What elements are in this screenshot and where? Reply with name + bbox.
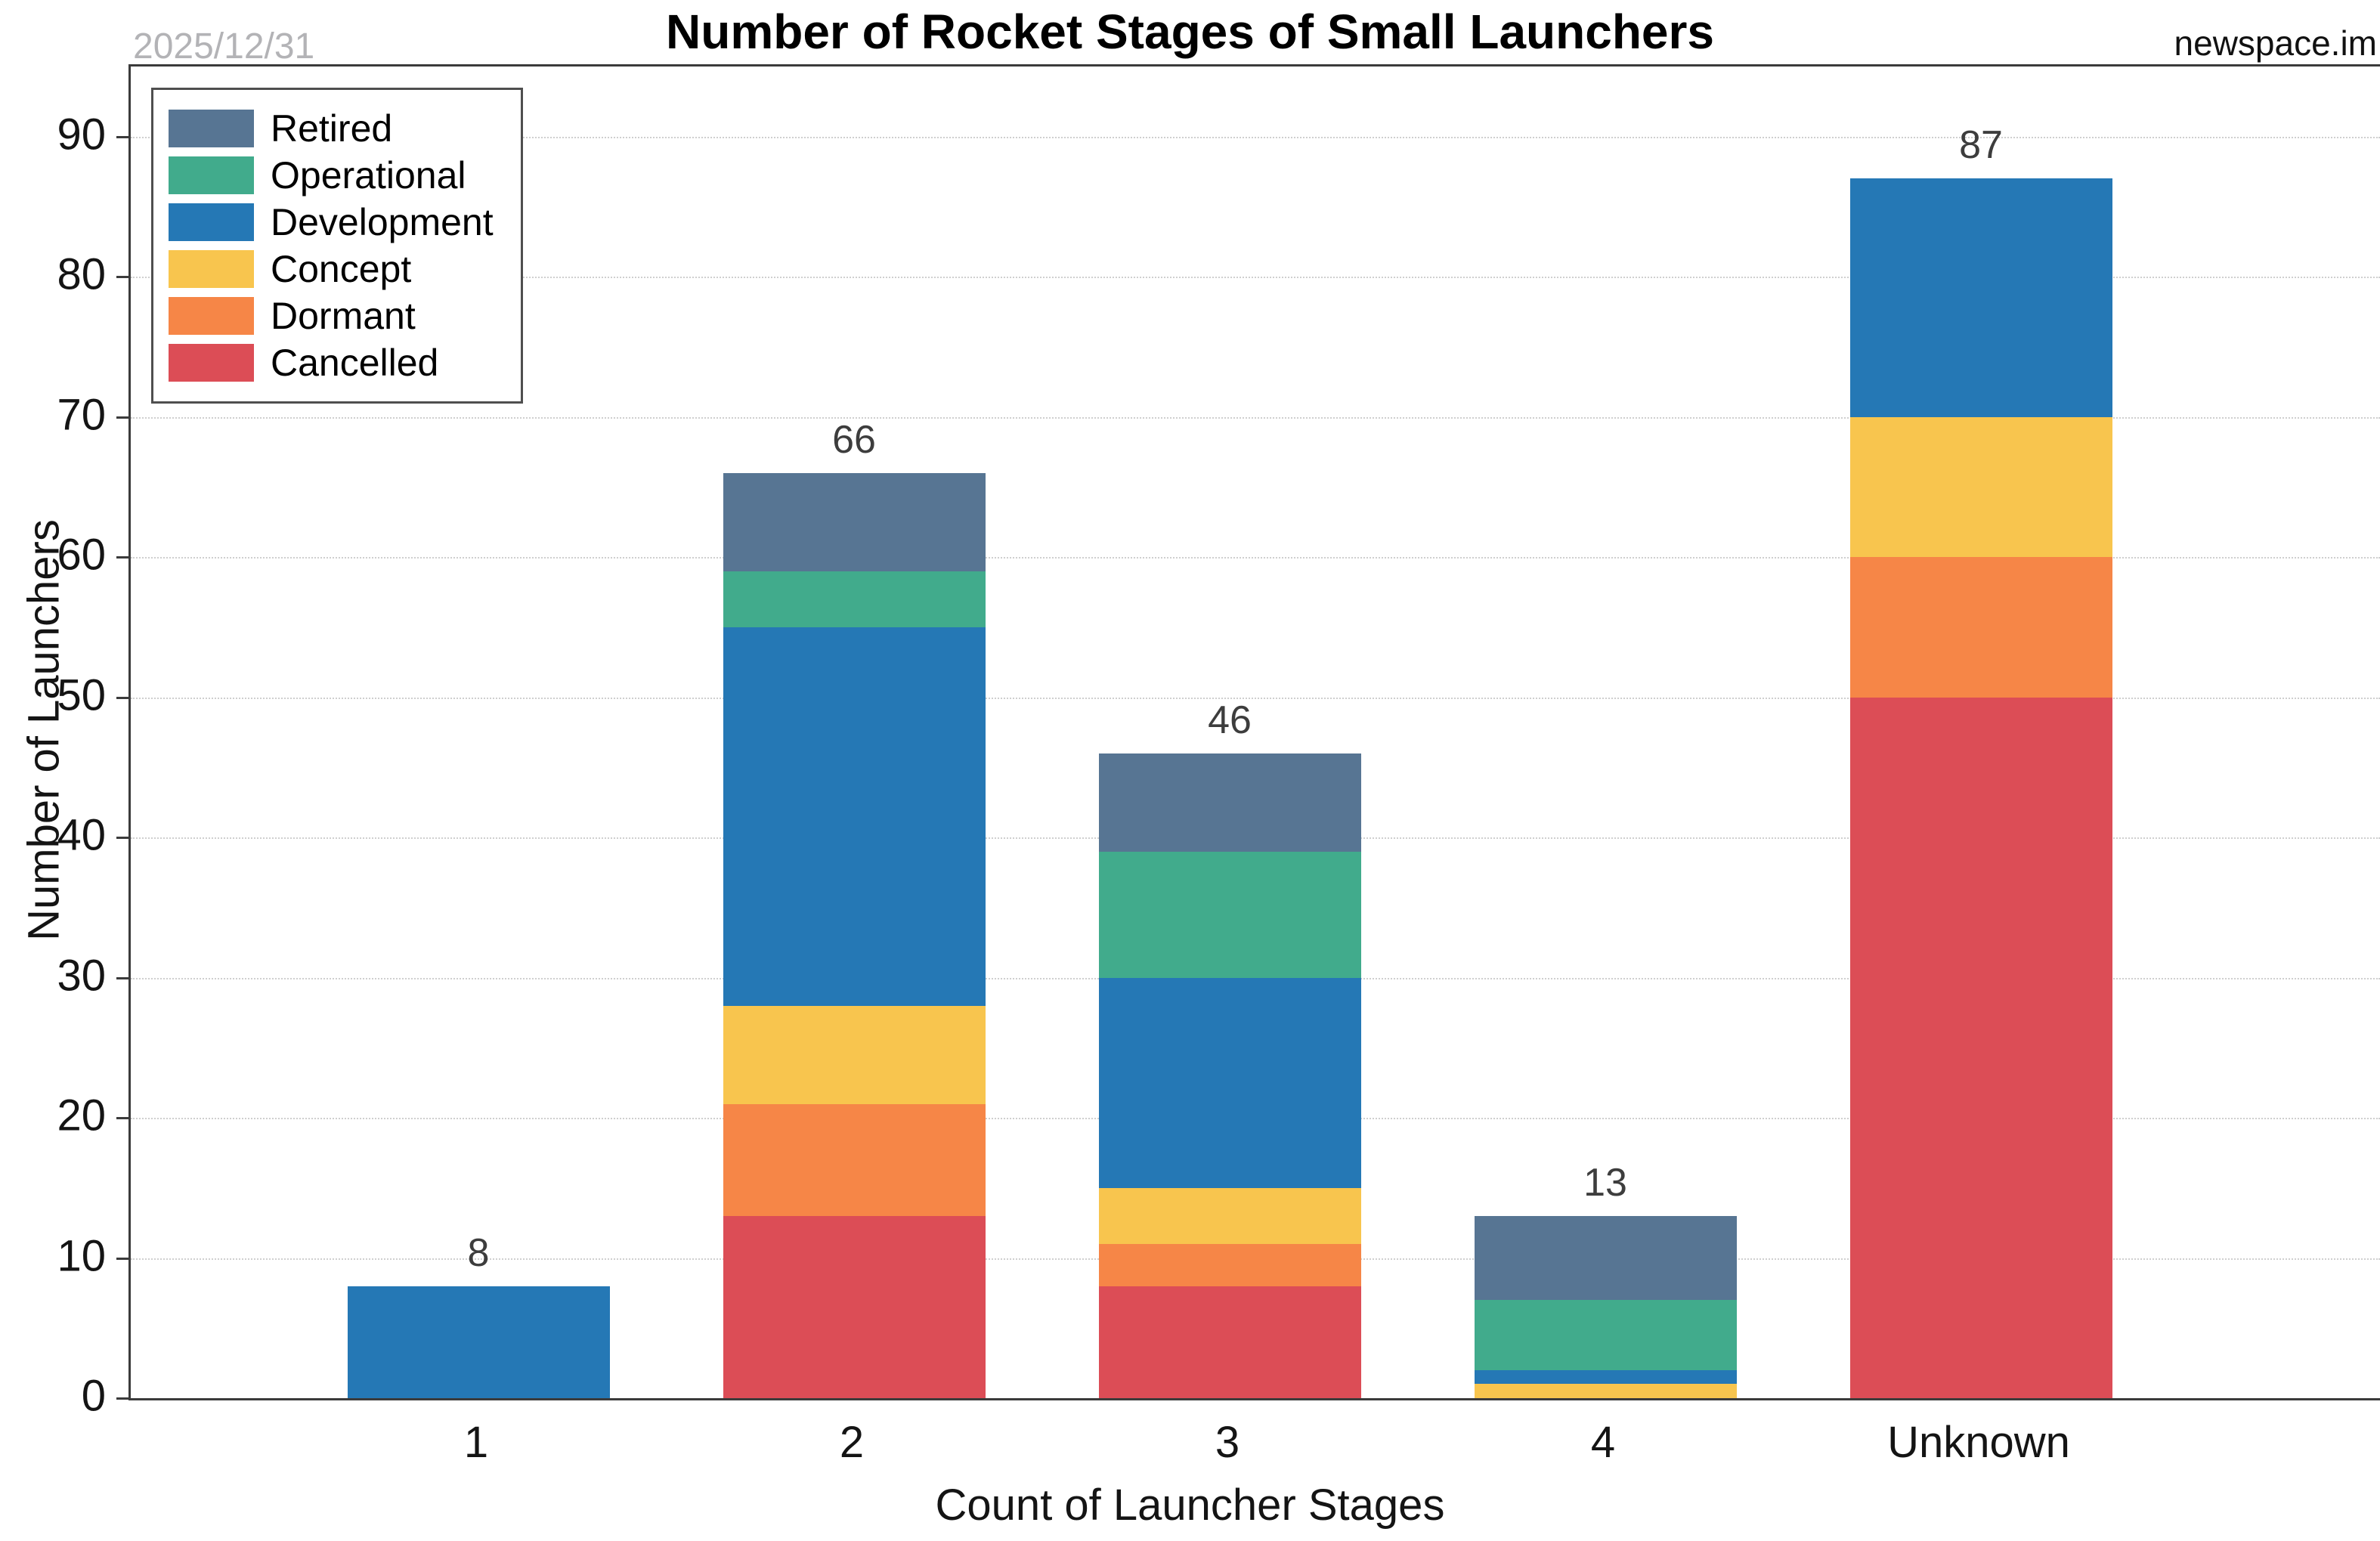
y-tick-mark-20: [116, 1117, 128, 1120]
x-tick-label-2: 2: [839, 1418, 865, 1467]
legend-item-operational: Operational: [169, 154, 521, 196]
bar-segment-4-development: [1474, 1369, 1737, 1385]
bar-segment-2-concept: [723, 1005, 986, 1104]
bar-segment-3-dormant: [1098, 1243, 1361, 1286]
legend-label-dormant: Dormant: [271, 295, 416, 337]
legend-item-cancelled: Cancelled: [169, 342, 521, 384]
y-tick-mark-10: [116, 1257, 128, 1260]
bar-total-label-Unknown: 87: [1959, 123, 2003, 168]
bar-total-label-1: 8: [467, 1230, 490, 1275]
legend-label-concept: Concept: [271, 248, 412, 290]
bar-segment-2-cancelled: [723, 1215, 986, 1398]
legend-label-development: Development: [271, 201, 494, 243]
x-tick-label-Unknown: Unknown: [1887, 1418, 2070, 1467]
bar-segment-Unknown-dormant: [1849, 557, 2112, 698]
y-tick-label-70: 70: [57, 390, 106, 440]
gridline-y-80: [131, 277, 2380, 279]
y-tick-mark-0: [116, 1397, 128, 1400]
bar-segment-4-concept: [1474, 1384, 1737, 1398]
legend-swatch-operational: [169, 156, 254, 194]
bar-segment-2-dormant: [723, 1103, 986, 1216]
bar-segment-1-development: [347, 1286, 610, 1398]
legend-label-cancelled: Cancelled: [271, 342, 439, 384]
legend-item-retired: Retired: [169, 107, 521, 150]
x-tick-label-4: 4: [1590, 1418, 1616, 1467]
bar-segment-4-operational: [1474, 1300, 1737, 1370]
legend-swatch-development: [169, 203, 254, 241]
legend-swatch-retired: [169, 110, 254, 147]
y-tick-label-20: 20: [57, 1091, 106, 1140]
bar-segment-Unknown-concept: [1849, 416, 2112, 558]
bar-segment-Unknown-cancelled: [1849, 697, 2112, 1398]
watermark-newspace: newspace.im: [2174, 23, 2377, 63]
gridline-y-60: [131, 557, 2380, 559]
y-tick-label-50: 50: [57, 670, 106, 720]
legend-swatch-cancelled: [169, 344, 254, 382]
legend-label-operational: Operational: [271, 154, 466, 196]
bar-total-label-2: 66: [832, 417, 876, 462]
gridline-y-50: [131, 697, 2380, 699]
legend: Retired Operational Development Concept Dorm…: [151, 88, 523, 404]
y-tick-mark-50: [116, 696, 128, 699]
y-tick-mark-80: [116, 276, 128, 279]
chart-title: Number of Rocket Stages of Small Launche…: [666, 5, 1714, 59]
legend-label-retired: Retired: [271, 107, 393, 150]
x-tick-label-1: 1: [463, 1418, 489, 1467]
bar-total-label-3: 46: [1208, 698, 1252, 742]
bar-segment-2-development: [723, 627, 986, 1006]
y-tick-mark-30: [116, 976, 128, 979]
bar-total-label-4: 13: [1583, 1160, 1627, 1205]
y-tick-label-40: 40: [57, 810, 106, 860]
y-tick-label-60: 60: [57, 530, 106, 580]
y-tick-mark-60: [116, 556, 128, 559]
bar-segment-3-development: [1098, 977, 1361, 1188]
bar-segment-2-operational: [723, 571, 986, 627]
bar-segment-Unknown-development: [1849, 178, 2112, 417]
plot-area: 8 66 46 13 87: [116, 64, 2380, 1400]
y-tick-mark-40: [116, 837, 128, 840]
bar-segment-3-operational: [1098, 851, 1361, 978]
y-tick-label-30: 30: [57, 951, 106, 1001]
gridline-y-90: [131, 136, 2380, 138]
x-axis-title: Count of Launcher Stages: [935, 1481, 1445, 1530]
legend-swatch-concept: [169, 250, 254, 288]
bar-segment-3-retired: [1098, 753, 1361, 852]
bar-segment-3-concept: [1098, 1187, 1361, 1244]
y-tick-label-0: 0: [81, 1371, 106, 1421]
y-tick-label-90: 90: [57, 110, 106, 159]
legend-item-development: Development: [169, 201, 521, 243]
y-tick-mark-70: [116, 416, 128, 419]
legend-item-dormant: Dormant: [169, 295, 521, 337]
y-tick-label-80: 80: [57, 249, 106, 299]
bar-segment-2-retired: [723, 472, 986, 571]
bar-segment-3-cancelled: [1098, 1286, 1361, 1398]
y-tick-label-10: 10: [57, 1231, 106, 1281]
x-tick-label-3: 3: [1215, 1418, 1240, 1467]
gridline-y-70: [131, 416, 2380, 419]
y-axis-title: Number of Launchers: [19, 519, 69, 941]
bar-segment-4-retired: [1474, 1215, 1737, 1301]
legend-swatch-dormant: [169, 297, 254, 335]
y-tick-mark-90: [116, 135, 128, 138]
date-annotation: 2025/12/31: [133, 26, 315, 67]
legend-item-concept: Concept: [169, 248, 521, 290]
